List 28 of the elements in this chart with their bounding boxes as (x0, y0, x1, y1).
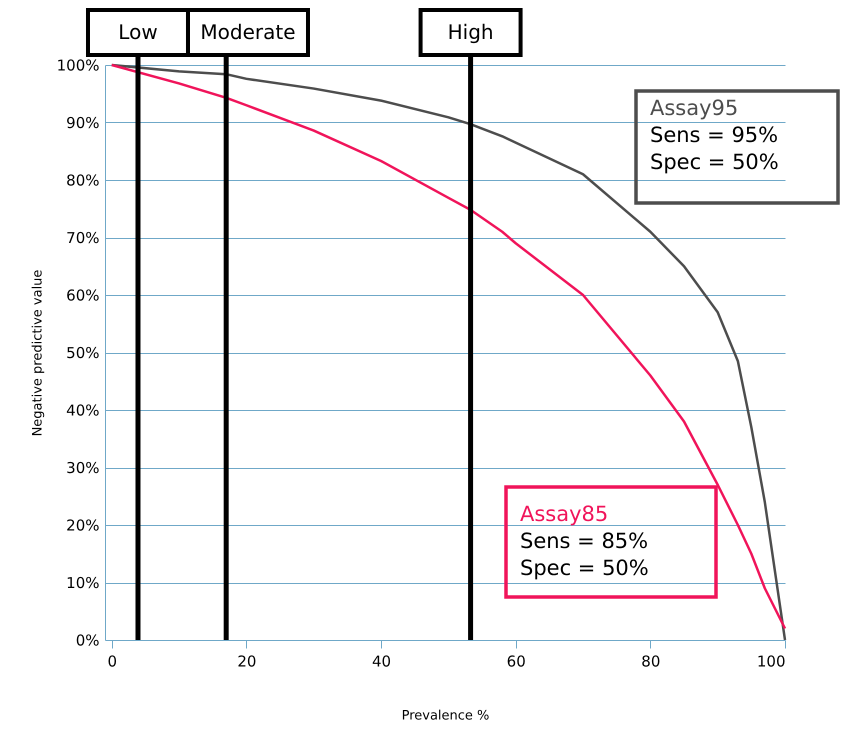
annotation: Sens = 85% (520, 529, 648, 553)
y-tick-label: 50% (66, 344, 100, 362)
x-tick-label: 40 (372, 652, 392, 670)
y-tick-label: 40% (66, 402, 100, 420)
y-tick-label: 80% (66, 172, 100, 190)
x-tick-label: 100 (756, 652, 786, 670)
text: Assay95 (650, 96, 738, 120)
ref-line-label: Low (118, 20, 158, 44)
y-tick-label: 70% (66, 229, 100, 247)
x-tick-label: 0 (107, 652, 118, 670)
x-axis-title: Prevalence % (402, 708, 490, 724)
y-tick-label: 90% (66, 114, 100, 132)
x-tick-label: 20 (237, 652, 256, 670)
y-tick-label: 10% (66, 574, 100, 592)
x-tick-label: 80 (641, 652, 660, 670)
y-axis-title: Negative predictive value (30, 270, 46, 436)
y-tick-label: 100% (56, 56, 100, 74)
y-tick-label: 0% (76, 632, 100, 650)
y-tick-label: 30% (66, 459, 100, 477)
annotation: Spec = 50% (650, 150, 779, 174)
annotation: Spec = 50% (520, 556, 649, 580)
y-tick-label: 60% (66, 286, 100, 304)
ref-line-label: High (448, 20, 494, 44)
annotation: Sens = 95% (650, 123, 778, 147)
text: Assay85 (520, 502, 608, 526)
x-tick-label: 60 (506, 652, 526, 670)
ref-line-label: Moderate (200, 20, 296, 44)
y-tick-label: 20% (66, 516, 100, 534)
